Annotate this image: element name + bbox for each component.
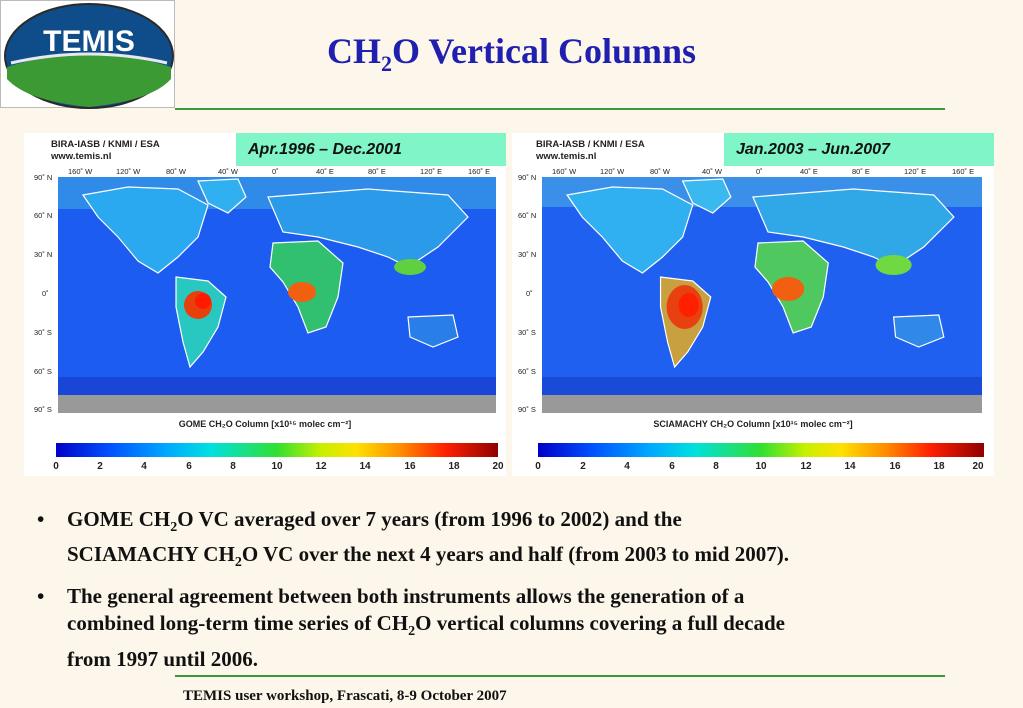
gome-ch2o-map [58,177,496,413]
bullet-text: GOME CH [67,507,171,531]
colorbar-tick: 12 [800,461,812,472]
colorbar-tick: 20 [972,461,984,472]
panel-credit: BIRA-IASB / KNMI / ESA www.temis.nl [51,139,160,163]
lon-label: 40˚ E [800,167,818,176]
lat-label: 60˚ S [518,367,536,376]
colorbar [538,443,984,457]
bullet-item: • GOME CH2O VC averaged over 7 years (fr… [37,506,987,576]
colorbar-tick: 2 [580,461,586,472]
lat-label: 30˚ N [518,250,537,259]
lon-label: 160˚ W [552,167,577,176]
colorbar-tick: 14 [359,461,371,472]
colorbar-tick: 18 [933,461,945,472]
credit-line: BIRA-IASB / KNMI / ESA [51,139,160,150]
lon-label: 40˚ W [702,167,723,176]
colorbar-tick: 10 [271,461,283,472]
panel-credit: BIRA-IASB / KNMI / ESA www.temis.nl [536,139,645,163]
bullet-subscript: 2 [408,624,416,640]
lat-label: 90˚ N [518,173,537,182]
lon-label: 80˚ W [166,167,187,176]
lon-label: 40˚ W [218,167,239,176]
colorbar-title: SCIAMACHY CH₂O Column [x10¹⁵ molec cm⁻²] [653,419,853,429]
bullet-subscript: 2 [170,520,178,536]
lon-label: 80˚ E [852,167,870,176]
logo-text: TEMIS [43,25,135,58]
credit-url: www.temis.nl [51,151,112,162]
lon-label: 120˚ W [116,167,141,176]
lat-label: 60˚ S [34,367,52,376]
colorbar [56,443,498,457]
lon-label: 120˚ E [420,167,443,176]
lat-label: 0˚ [526,289,533,298]
lon-label: 0˚ [272,167,279,176]
lon-label: 0˚ [756,167,763,176]
lat-label: 90˚ S [34,405,52,414]
colorbar-tick: 8 [230,461,236,472]
lat-label: 30˚ S [518,328,536,337]
period-label: Jan.2003 – Jun.2007 [724,133,994,166]
lat-label: 90˚ S [518,405,536,414]
lat-label: 90˚ N [34,173,53,182]
colorbar-tick: 18 [448,461,460,472]
bullet-text: combined long-term time series of CH [67,611,409,636]
map-panel-sciamachy: BIRA-IASB / KNMI / ESA www.temis.nl Jan.… [512,133,994,476]
colorbar-tick: 20 [492,461,504,472]
top-divider [175,108,945,110]
colorbar-tick: 8 [713,461,719,472]
lat-label: 0˚ [42,289,49,298]
lat-label: 60˚ N [518,211,537,220]
bullet-marker: • [37,584,45,609]
bullet-list: • GOME CH2O VC averaged over 7 years (fr… [37,506,987,680]
colorbar-tick: 16 [404,461,416,472]
temis-logo: TEMIS [0,0,175,109]
colorbar-tick: 14 [844,461,856,472]
bullet-marker: • [37,507,45,531]
sciamachy-ch2o-map [542,177,982,413]
credit-url: www.temis.nl [536,151,597,162]
lon-label: 80˚ W [650,167,671,176]
lat-label: 30˚ S [34,328,52,337]
title-subscript: 2 [380,51,392,77]
colorbar-tick: 0 [53,461,59,472]
lon-label: 120˚ E [904,167,927,176]
colorbar-tick: 16 [889,461,901,472]
lon-label: 160˚ E [952,167,975,176]
bottom-divider [175,675,945,677]
bullet-text: O VC averaged over 7 years (from 1996 to… [177,507,682,531]
colorbar-tick: 2 [97,461,103,472]
lat-label: 60˚ N [34,211,53,220]
colorbar-tick: 6 [669,461,675,472]
credit-line: BIRA-IASB / KNMI / ESA [536,139,645,150]
bullet-text: O VC over the next 4 years and half (fro… [241,542,789,567]
lon-label: 160˚ W [68,167,93,176]
lat-label: 30˚ N [34,250,53,259]
bullet-text: SCIAMACHY CH [67,542,235,567]
colorbar-tick: 4 [141,461,147,472]
colorbar-tick: 4 [624,461,630,472]
footer-text: TEMIS user workshop, Frascati, 8-9 Octob… [183,688,507,704]
bullet-text: O vertical columns covering a full decad… [415,611,785,636]
colorbar-tick: 10 [755,461,767,472]
lon-label: 80˚ E [368,167,386,176]
page-title: CH2O Vertical Columns [0,30,1023,77]
colorbar-tick: 6 [186,461,192,472]
colorbar-tick: 12 [315,461,327,472]
bullet-text: from 1997 until 2006. [67,646,258,671]
bullet-text: The general agreement between both instr… [67,584,745,609]
lon-label: 120˚ W [600,167,625,176]
colorbar-title: GOME CH₂O Column [x10¹⁵ molec cm⁻²] [178,419,352,429]
period-label: Apr.1996 – Dec.2001 [236,133,506,166]
bullet-subscript: 2 [234,555,242,571]
colorbar-tick: 0 [535,461,541,472]
title-prefix: CH [326,31,381,71]
bullet-item: • The general agreement between both ins… [37,583,987,672]
map-panel-gome: BIRA-IASB / KNMI / ESA www.temis.nl Apr.… [24,133,506,476]
lon-label: 160˚ E [468,167,491,176]
title-suffix: O Vertical Columns [391,31,696,71]
lon-label: 40˚ E [316,167,334,176]
